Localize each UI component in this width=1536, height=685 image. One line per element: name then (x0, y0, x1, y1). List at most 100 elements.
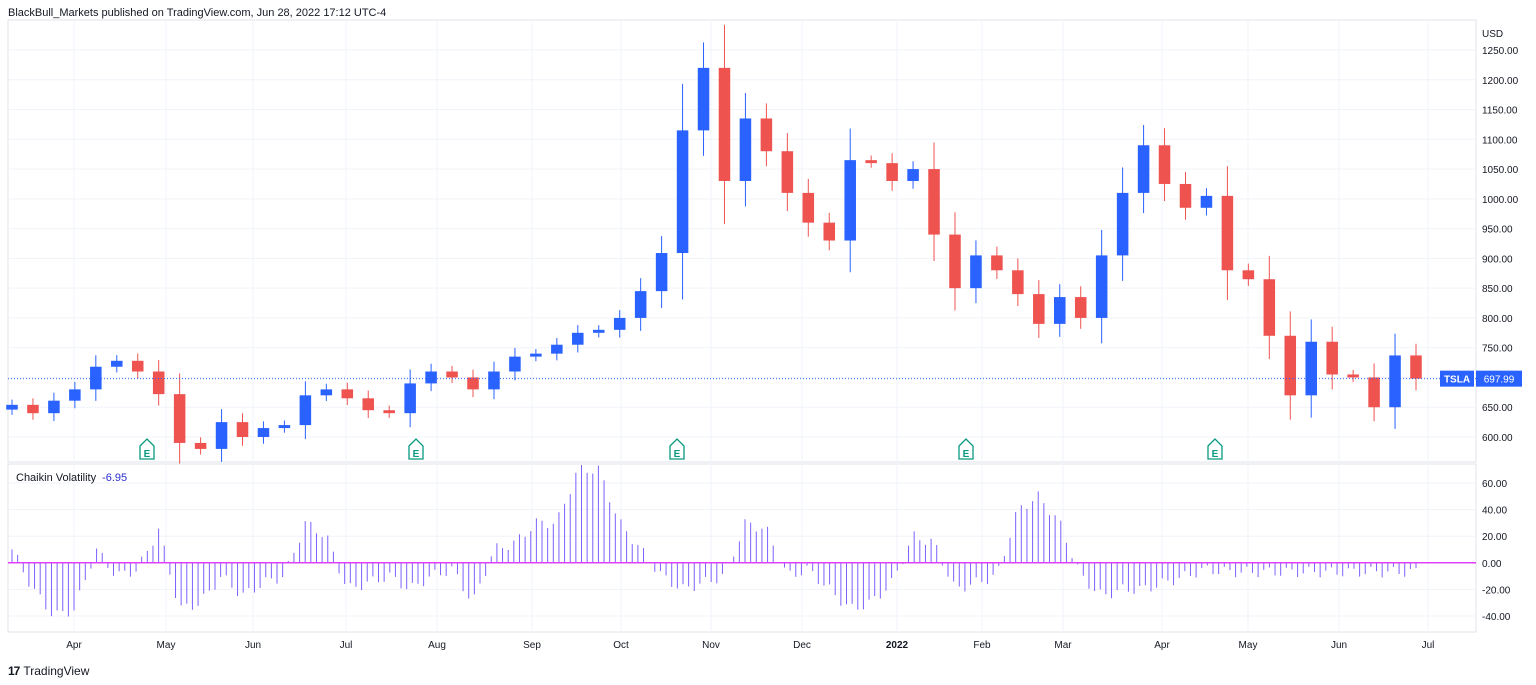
candle-body (1221, 195, 1234, 271)
symbol-tag[interactable]: TSLA (1444, 375, 1470, 386)
time-tick-label: May (157, 640, 176, 651)
candle-body (383, 410, 395, 414)
tradingview-logo-icon: 17 (8, 664, 20, 678)
candle-body (1074, 297, 1087, 318)
price-tick-label: 1050.00 (1482, 165, 1519, 176)
price-tick-label: 750.00 (1482, 344, 1513, 355)
candle-body (299, 395, 312, 426)
candle-body (48, 400, 60, 414)
price-tick-label: 950.00 (1482, 225, 1513, 236)
candle-body (970, 255, 982, 289)
candle-body (90, 366, 102, 390)
price-tick-label: 1200.00 (1482, 76, 1519, 87)
candle-body (739, 118, 752, 181)
earnings-marker-icon[interactable] (408, 438, 424, 460)
time-tick-label: Jul (340, 640, 353, 651)
price-tick-label: 1000.00 (1482, 195, 1519, 206)
earnings-marker-label: E (413, 449, 420, 460)
indicator-legend: Chaikin Volatility -6.95 (16, 472, 127, 484)
candle-body (425, 371, 437, 384)
indicator-value: -6.95 (102, 472, 128, 484)
time-tick-label: Sep (523, 640, 541, 651)
candle-body (1158, 145, 1171, 184)
candle-body (111, 360, 123, 367)
candle-body (844, 160, 856, 241)
indicator-name: Chaikin Volatility (16, 472, 97, 484)
price-tick-label: 850.00 (1482, 284, 1513, 295)
publish-info: BlackBull_Markets published on TradingVi… (8, 7, 387, 19)
indicator-tick-label: -40.00 (1482, 612, 1511, 623)
candle-body (697, 67, 710, 131)
time-tick-label: Apr (66, 640, 82, 651)
price-tick-label: 600.00 (1482, 433, 1513, 444)
candle-body (572, 332, 584, 345)
time-tick-label: May (1239, 640, 1258, 651)
indicator-tick-label: 20.00 (1482, 532, 1507, 543)
candle-body (257, 428, 270, 437)
candle-body (236, 422, 249, 437)
candle-body (991, 255, 1003, 271)
price-tick-label: 1250.00 (1482, 46, 1519, 57)
candle-body (718, 67, 731, 181)
candle-body (215, 422, 228, 449)
candle-body (1347, 374, 1359, 378)
candle-body (488, 371, 500, 390)
candle-body (1033, 294, 1045, 324)
earnings-marker-label: E (144, 449, 151, 460)
time-tick-label: Aug (428, 640, 446, 651)
price-pane (7, 19, 1477, 463)
price-tick-label: 900.00 (1482, 254, 1513, 265)
earnings-marker-icon[interactable] (958, 438, 974, 460)
indicator-tick-label: 0.00 (1482, 559, 1502, 570)
time-tick-label: Jun (1331, 640, 1347, 651)
candle-body (1053, 297, 1066, 324)
candle-body (1326, 341, 1338, 375)
indicator-tick-label: -20.00 (1482, 585, 1511, 596)
candle-body (781, 151, 794, 193)
earnings-marker-icon[interactable] (1207, 438, 1223, 460)
candle-body (446, 371, 458, 378)
tradingview-footer[interactable]: 17 TradingView (8, 664, 89, 678)
candle-body (1012, 270, 1024, 295)
candle-body (655, 253, 668, 292)
candle-body (1200, 195, 1213, 208)
candle-body (760, 118, 773, 152)
time-tick-label: Apr (1154, 640, 1170, 651)
candle-body (1263, 279, 1276, 336)
candle-body (1179, 183, 1192, 208)
candle-body (907, 169, 919, 181)
candle-body (613, 317, 626, 330)
price-tick-label: 800.00 (1482, 314, 1513, 325)
indicator-pane (7, 463, 1477, 633)
candle-body (823, 222, 836, 241)
candle-body (1137, 145, 1150, 193)
price-tick-label: 650.00 (1482, 403, 1513, 414)
indicator-tick-label: 60.00 (1482, 479, 1507, 490)
candle-body (194, 442, 207, 449)
earnings-marker-label: E (674, 449, 681, 460)
time-tick-label: Mar (1054, 640, 1072, 651)
candle-body (27, 404, 39, 414)
candle-body (1242, 270, 1255, 280)
candle-body (1305, 341, 1317, 396)
earnings-marker-label: E (963, 449, 970, 460)
earnings-marker-icon[interactable] (139, 438, 155, 460)
candle-body (949, 234, 961, 289)
time-tick-label: Jun (245, 640, 261, 651)
candle-body (131, 360, 144, 372)
symbol-tag-bg (1440, 370, 1474, 387)
candle-body (928, 169, 940, 235)
candle-body (1284, 335, 1297, 396)
indicator-tick-label: 40.00 (1482, 506, 1507, 517)
candle-body (1368, 377, 1380, 408)
candle-body (278, 425, 291, 429)
time-tick-label: Dec (793, 640, 811, 651)
earnings-marker-icon[interactable] (669, 438, 685, 460)
candle-body (509, 356, 521, 372)
time-tick-label: Nov (702, 640, 720, 651)
candle-body (1116, 192, 1129, 256)
time-tick-label: Oct (613, 640, 629, 651)
currency-label: USD (1482, 29, 1503, 40)
candle-body (173, 394, 186, 443)
